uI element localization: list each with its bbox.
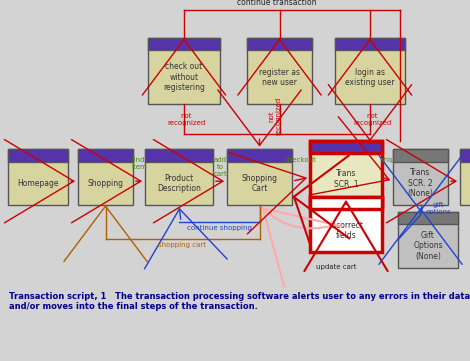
Text: Trans
SCR. 2
(None): Trans SCR. 2 (None) (407, 168, 433, 198)
Text: Product
Description: Product Description (157, 174, 201, 193)
Text: not
recognized: not recognized (353, 113, 391, 126)
Text: find
item: find item (131, 157, 147, 170)
Bar (310, 197, 382, 252)
Bar (148, 38, 220, 51)
Bar (460, 149, 470, 205)
Bar (8, 149, 68, 205)
Bar (460, 149, 470, 161)
Text: not
recognized: not recognized (268, 97, 281, 135)
Bar (310, 141, 382, 205)
Text: continue transaction: continue transaction (237, 0, 317, 7)
Text: add
to
cart: add to cart (213, 157, 227, 178)
Bar (310, 141, 382, 153)
Bar (310, 197, 382, 209)
Bar (8, 149, 68, 161)
Text: ship: ship (380, 157, 395, 164)
Bar (145, 149, 213, 205)
Text: login as
existing user: login as existing user (345, 68, 395, 87)
Bar (148, 38, 220, 104)
Bar (335, 38, 405, 51)
Text: incorrect
fields: incorrect fields (329, 221, 363, 240)
Text: update cart: update cart (316, 265, 356, 270)
Text: Gift
Options
(None): Gift Options (None) (413, 231, 443, 261)
Text: checkout: checkout (285, 157, 317, 164)
Bar (78, 149, 133, 205)
Text: Homepage: Homepage (17, 179, 59, 188)
Bar (78, 149, 133, 161)
Text: continue shopping: continue shopping (187, 225, 252, 231)
Bar (393, 149, 448, 161)
Bar (393, 149, 448, 205)
Bar (227, 149, 292, 161)
Bar (398, 212, 458, 224)
Bar (335, 38, 405, 104)
Bar (247, 38, 312, 104)
Text: shopping cart: shopping cart (158, 242, 206, 248)
Text: Trans
SCR. 1: Trans SCR. 1 (334, 169, 358, 189)
Text: Shopping: Shopping (87, 179, 124, 188)
Text: Shopping
Cart: Shopping Cart (242, 174, 277, 193)
Text: register as
new user: register as new user (259, 68, 300, 87)
Text: check out
without
registering: check out without registering (163, 62, 205, 92)
Text: Transaction script, 1   The transaction processing software alerts user to any e: Transaction script, 1 The transaction pr… (9, 292, 470, 312)
Text: gift
options: gift options (425, 202, 451, 215)
Bar (398, 212, 458, 268)
Bar (247, 38, 312, 51)
Text: not
recognized: not recognized (167, 113, 205, 126)
Bar (145, 149, 213, 161)
Bar (227, 149, 292, 205)
